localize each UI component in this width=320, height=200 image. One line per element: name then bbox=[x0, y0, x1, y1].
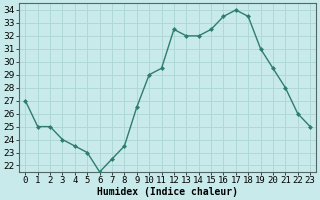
X-axis label: Humidex (Indice chaleur): Humidex (Indice chaleur) bbox=[97, 186, 238, 197]
